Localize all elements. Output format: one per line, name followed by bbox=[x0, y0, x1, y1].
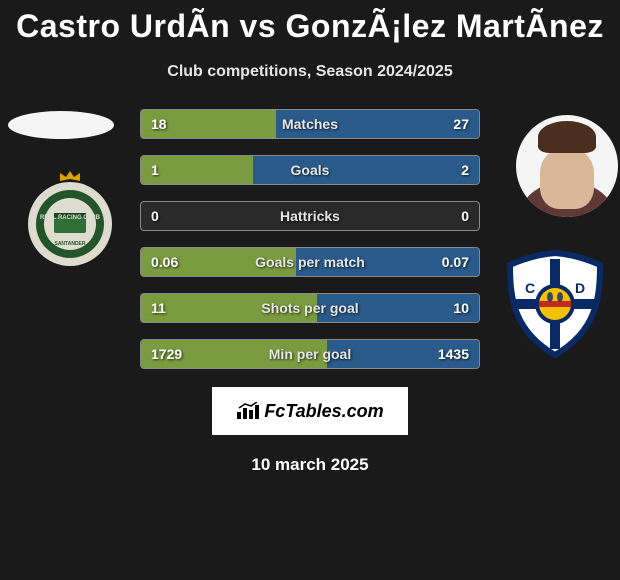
stat-value-left: 1729 bbox=[151, 346, 182, 362]
svg-text:REAL RACING CLUB: REAL RACING CLUB bbox=[40, 215, 101, 221]
stat-value-right: 27 bbox=[453, 116, 469, 132]
stat-label: Min per goal bbox=[269, 346, 351, 362]
club-right-crest: C D T bbox=[500, 249, 610, 359]
svg-text:D: D bbox=[575, 280, 585, 296]
stat-value-left: 18 bbox=[151, 116, 167, 132]
svg-text:SANTANDER: SANTANDER bbox=[54, 241, 85, 247]
stat-value-right: 1435 bbox=[438, 346, 469, 362]
svg-text:C: C bbox=[525, 280, 535, 296]
player-right-avatar bbox=[516, 115, 618, 217]
stat-label: Goals per match bbox=[255, 254, 365, 270]
stat-row: 0 0 Hattricks bbox=[140, 201, 480, 231]
stat-row: 1729 1435 Min per goal bbox=[140, 339, 480, 369]
stat-value-left: 1 bbox=[151, 162, 159, 178]
stat-row: 18 27 Matches bbox=[140, 109, 480, 139]
branding-chart-icon bbox=[236, 402, 260, 420]
branding-badge: FcTables.com bbox=[212, 387, 408, 435]
stat-bar-right bbox=[253, 156, 479, 184]
stat-label: Shots per goal bbox=[261, 300, 358, 316]
svg-text:T: T bbox=[551, 324, 560, 340]
stat-value-right: 10 bbox=[453, 300, 469, 316]
date-text: 10 march 2025 bbox=[0, 455, 620, 475]
stat-value-left: 0.06 bbox=[151, 254, 178, 270]
stat-row: 0.06 0.07 Goals per match bbox=[140, 247, 480, 277]
player-left-avatar bbox=[8, 111, 114, 139]
stat-value-right: 0.07 bbox=[442, 254, 469, 270]
stat-rows: 18 27 Matches 1 2 Goals 0 0 Hattricks 0.06 0.07 Goa… bbox=[140, 109, 480, 369]
page-title: Castro UrdÃ­n vs GonzÃ¡lez MartÃ­nez bbox=[0, 0, 620, 45]
stat-value-left: 0 bbox=[151, 208, 159, 224]
stat-label: Matches bbox=[282, 116, 338, 132]
stat-row: 11 10 Shots per goal bbox=[140, 293, 480, 323]
comparison-area: REAL RACING CLUB SANTANDER C D T 18 27 Mat… bbox=[0, 109, 620, 475]
stat-value-left: 11 bbox=[151, 300, 166, 316]
branding-text: FcTables.com bbox=[264, 401, 383, 422]
stat-label: Goals bbox=[291, 162, 330, 178]
stat-label: Hattricks bbox=[280, 208, 340, 224]
stat-value-right: 0 bbox=[461, 208, 469, 224]
stat-value-right: 2 bbox=[461, 162, 469, 178]
stat-row: 1 2 Goals bbox=[140, 155, 480, 185]
club-left-crest: REAL RACING CLUB SANTANDER bbox=[20, 169, 120, 269]
subtitle: Club competitions, Season 2024/2025 bbox=[0, 63, 620, 81]
